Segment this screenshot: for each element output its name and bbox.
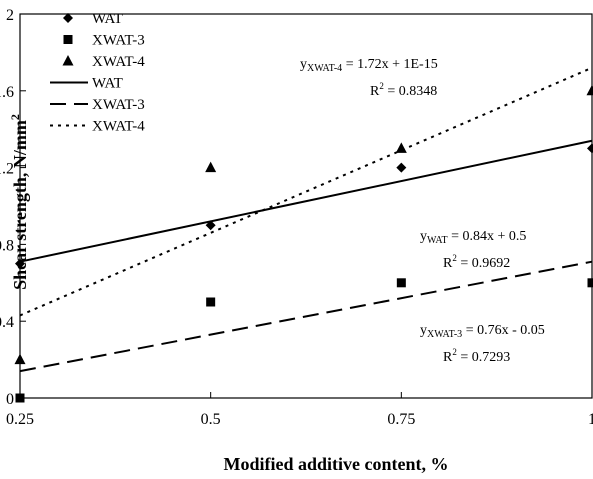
r-squared: R2 = 0.8348 <box>370 81 437 99</box>
y-tick-label: 0.8 <box>0 237 14 254</box>
plot-area <box>19 13 593 399</box>
legend-marker-xwat-3 <box>63 35 73 44</box>
point-xwat-4 <box>14 353 26 365</box>
y-tick-label: 0.4 <box>0 314 14 331</box>
r-squared: R2 = 0.9692 <box>443 253 510 271</box>
point-wat <box>15 258 25 269</box>
point-xwat-4 <box>205 161 217 173</box>
y-tick-label: 0 <box>6 391 14 408</box>
point-xwat-3 <box>206 297 216 307</box>
legend-label: WAT <box>92 76 123 92</box>
trendline-wat <box>19 139 593 263</box>
point-xwat-3 <box>587 278 593 288</box>
x-tick-label: 0.5 <box>201 411 221 428</box>
legend-label: XWAT-4 <box>92 54 145 70</box>
plot-border <box>19 13 593 399</box>
legend-label: XWAT-4 <box>92 119 145 135</box>
x-axis-title: Modified additive content, % <box>224 454 449 474</box>
regression-equation: yWAT = 0.84x + 0.5 <box>420 229 526 246</box>
legend-label: XWAT-3 <box>92 97 145 113</box>
point-wat <box>396 162 407 173</box>
point-xwat-4 <box>586 84 593 96</box>
r-squared: R2 = 0.7293 <box>443 347 510 365</box>
x-tick-label: 1 <box>588 411 593 428</box>
point-xwat-3 <box>396 278 406 288</box>
regression-equation: yXWAT-3 = 0.76x - 0.05 <box>420 323 545 340</box>
x-tick-label: 0.75 <box>387 411 415 428</box>
point-xwat-4 <box>395 142 407 153</box>
legend-marker-xwat-4 <box>62 55 74 66</box>
legend-label: WAT <box>92 11 123 27</box>
y-tick-label: 2 <box>6 7 14 24</box>
axis-ticks: 0 0.4 0.8 1.2 1.6 2 0.25 0.5 0.75 1 <box>0 7 593 428</box>
y-tick-label: 1.2 <box>0 161 14 178</box>
y-axis-title: Shear strength, N/mm2 <box>8 114 30 290</box>
annotations: yXWAT-4 = 1.72x + 1E-15 R2 = 0.8348 yWAT =… <box>300 57 545 365</box>
x-tick-label: 0.25 <box>6 411 34 428</box>
point-wat <box>205 220 216 231</box>
data-markers <box>14 84 593 403</box>
regression-equation: yXWAT-4 = 1.72x + 1E-15 <box>300 57 438 74</box>
y-tick-label: 1.6 <box>0 84 14 101</box>
legend-label: XWAT-3 <box>92 33 145 49</box>
trendline-xwat-3 <box>19 260 593 373</box>
point-wat <box>587 143 593 154</box>
trendlines <box>19 66 593 373</box>
legend: WAT XWAT-3 XWAT-4 WAT XWAT-3 XWAT-4 <box>50 11 145 135</box>
legend-marker-wat <box>63 13 73 23</box>
